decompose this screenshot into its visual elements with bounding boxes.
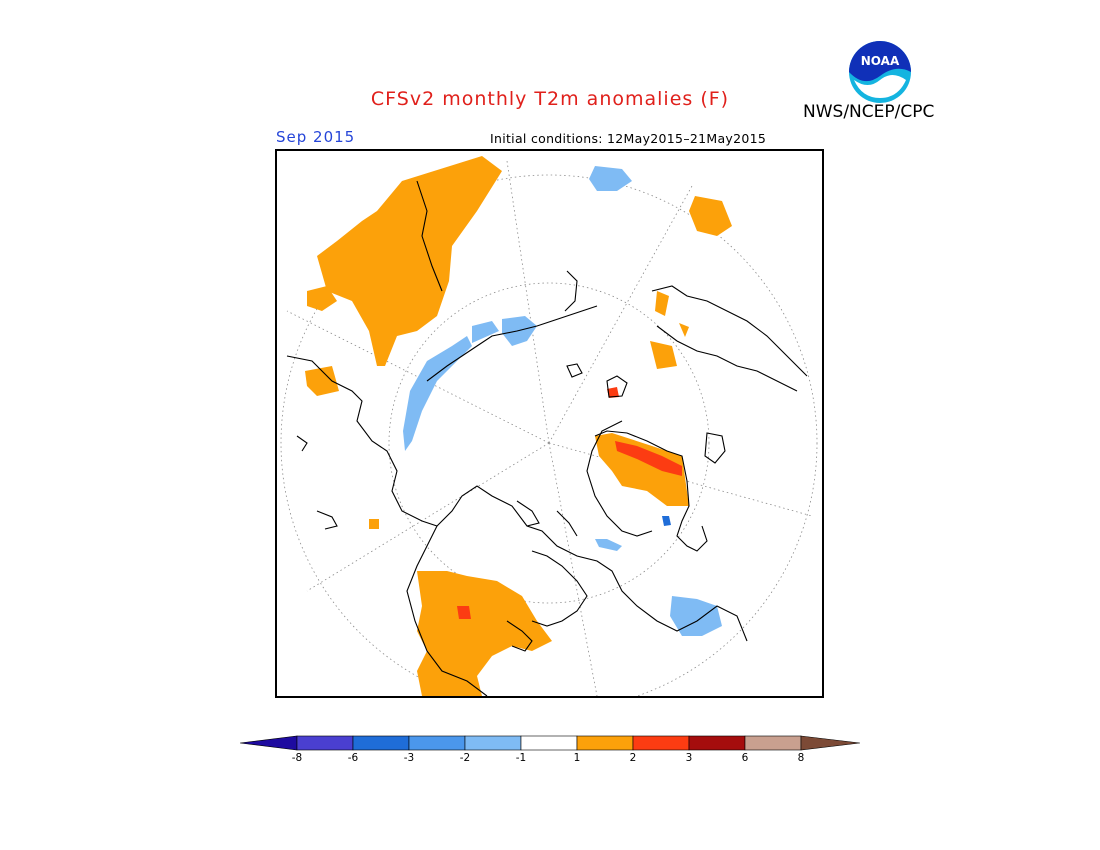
color-scale-bar [240,735,860,751]
color-scale-arrow-high [800,735,860,751]
color-scale-tick-label: -6 [347,752,359,764]
warm-anomalies [305,156,732,696]
coastlines [286,180,808,696]
color-scale-cell [296,735,354,751]
polar-map [275,149,824,698]
color-scale-cell [520,735,578,751]
color-scale-arrow-low [240,735,298,751]
color-scale-tick-label: 2 [629,752,637,764]
initial-conditions: Initial conditions: 12May2015–21May2015 [490,131,767,146]
map-title: CFSv2 monthly T2m anomalies (F) [370,88,730,110]
color-scale-tick-label: -3 [403,752,415,764]
color-scale-tick-label: -2 [459,752,471,764]
color-scale-tick-label: -8 [291,752,303,764]
color-scale-cell [744,735,802,751]
color-scale-cell [632,735,690,751]
cool-anomalies-strong [662,516,671,526]
color-scale-tick-label: 3 [685,752,693,764]
color-scale-tick-label: -1 [515,752,527,764]
noaa-logo: NOAA [849,41,911,103]
color-scale-tick-label: 1 [573,752,581,764]
color-scale-cell [352,735,410,751]
color-scale-cell [464,735,522,751]
color-scale-cell [576,735,634,751]
color-scale-cell [688,735,746,751]
organization-label: NWS/NCEP/CPC [803,102,935,122]
logo-text: NOAA [861,54,900,68]
color-scale-tick-label: 6 [741,752,749,764]
warm-anomalies-strong [457,387,682,619]
cool-anomalies [403,166,722,636]
forecast-period: Sep 2015 [276,128,356,146]
color-scale-cell [408,735,466,751]
color-scale-tick-label: 8 [797,752,805,764]
